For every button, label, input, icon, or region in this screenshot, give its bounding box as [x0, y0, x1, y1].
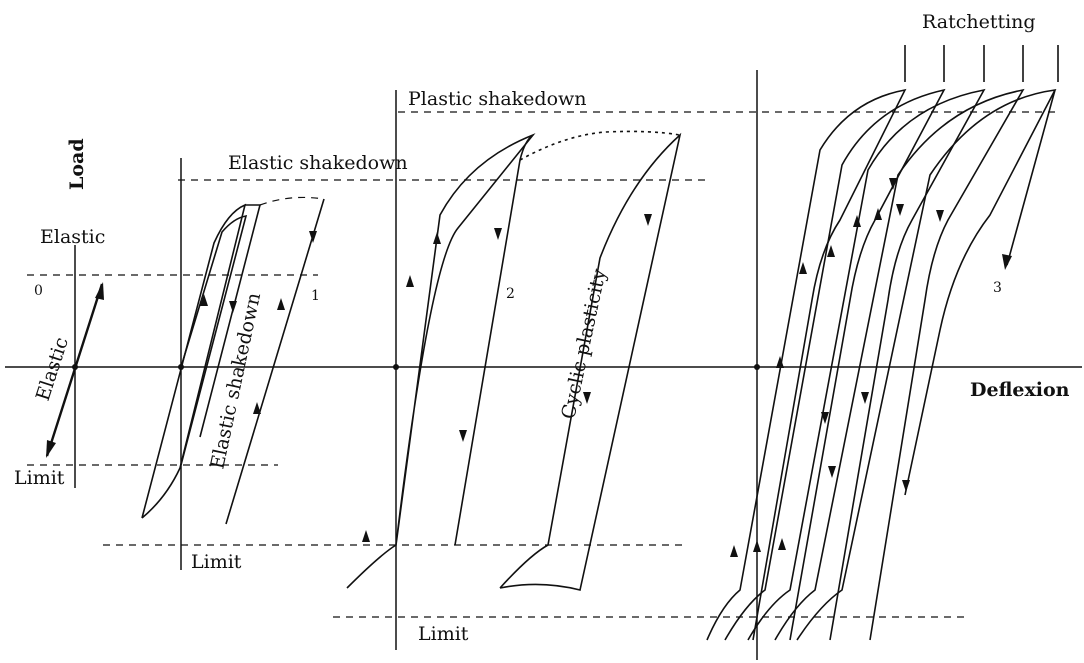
arrow-3k [936, 210, 944, 222]
ratchet-final-unload [1006, 89, 1056, 266]
ratchet-cycle-5 [796, 89, 1057, 641]
load-axis-label: Load [66, 138, 88, 190]
cyclic-limit-label: Limit [418, 623, 469, 645]
arrow-1d [309, 231, 317, 243]
cyclic-origin [393, 364, 399, 370]
elastic-arrow-down [46, 440, 56, 458]
arrow-3c [827, 245, 835, 257]
arrow-2d [362, 530, 370, 542]
arrow-1a [200, 294, 208, 306]
shakedown-loop-inner [180, 215, 248, 466]
arrow-2e [459, 430, 467, 442]
panel-elastic: Load Elastic Limit 0 Elastic [14, 138, 318, 489]
elastic-limit-label: Limit [14, 467, 65, 489]
arrow-3b [799, 262, 807, 274]
arrow-3a [776, 356, 784, 368]
cyclic-regime-number: 2 [506, 286, 515, 302]
elastic-shakedown-header: Elastic shakedown [228, 152, 408, 174]
panel-ratchetting: Ratchetting 3 [706, 11, 1059, 660]
shakedown-origin [178, 364, 184, 370]
elastic-regime-number: 0 [34, 283, 43, 299]
ratchet-regime-number: 3 [993, 280, 1002, 296]
ratchet-cycle-1 [706, 88, 907, 641]
elastic-origin [72, 364, 78, 370]
arrow-2c [494, 228, 502, 240]
elastic-load-line [45, 283, 104, 457]
panel-elastic-shakedown: Elastic shakedown Limit 1 Elastic shaked… [103, 152, 705, 573]
arrow-3g [753, 540, 761, 552]
shakedown-final-line [225, 198, 325, 525]
arrow-3i [889, 178, 897, 190]
arrow-3d [853, 215, 861, 227]
arrow-3l [821, 412, 829, 424]
arrow-3h [778, 538, 786, 550]
ratchet-final-arrow [1002, 254, 1012, 270]
arrow-1c [277, 298, 285, 310]
arrow-3o [902, 480, 910, 492]
ratchetting-header: Ratchetting [922, 11, 1036, 33]
elastic-arrow-up [95, 282, 104, 300]
arrow-2g [583, 392, 591, 404]
arrow-3m [861, 392, 869, 404]
ratchet-cycle-4 [774, 88, 1025, 641]
ratchet-origin [754, 364, 760, 370]
arrow-2b [406, 275, 414, 287]
cyclic-plasticity-curve-label: Cyclic plasticity [557, 267, 610, 421]
cyclic-second-unload [454, 134, 534, 546]
arrow-3n [828, 466, 836, 478]
plastic-shakedown-header: Plastic shakedown [408, 88, 587, 110]
arrow-1b [229, 301, 237, 313]
shakedown-regime-number: 1 [311, 288, 320, 304]
arrow-1e [253, 402, 261, 414]
arrow-2f [644, 214, 652, 226]
shakedown-limit-label: Limit [191, 551, 242, 573]
ratchet-cycle-3 [747, 88, 986, 641]
deflexion-axis-label: Deflexion [970, 379, 1070, 401]
arrow-3f [730, 545, 738, 557]
cyclic-dotted-cap [519, 130, 681, 161]
shakedown-dashed-cap [259, 196, 325, 206]
ratchet-cycle-2 [724, 88, 946, 641]
arrow-3j [896, 204, 904, 216]
arrow-2a [433, 232, 441, 244]
arrow-3e [874, 208, 882, 220]
elastic-header: Elastic [40, 226, 105, 248]
panel-cyclic-plasticity: Plastic shakedown Limit 2 Cyclic plastic… [333, 88, 1060, 650]
cyclic-loop-second [499, 132, 682, 591]
cyclic-loop-first [346, 133, 536, 589]
